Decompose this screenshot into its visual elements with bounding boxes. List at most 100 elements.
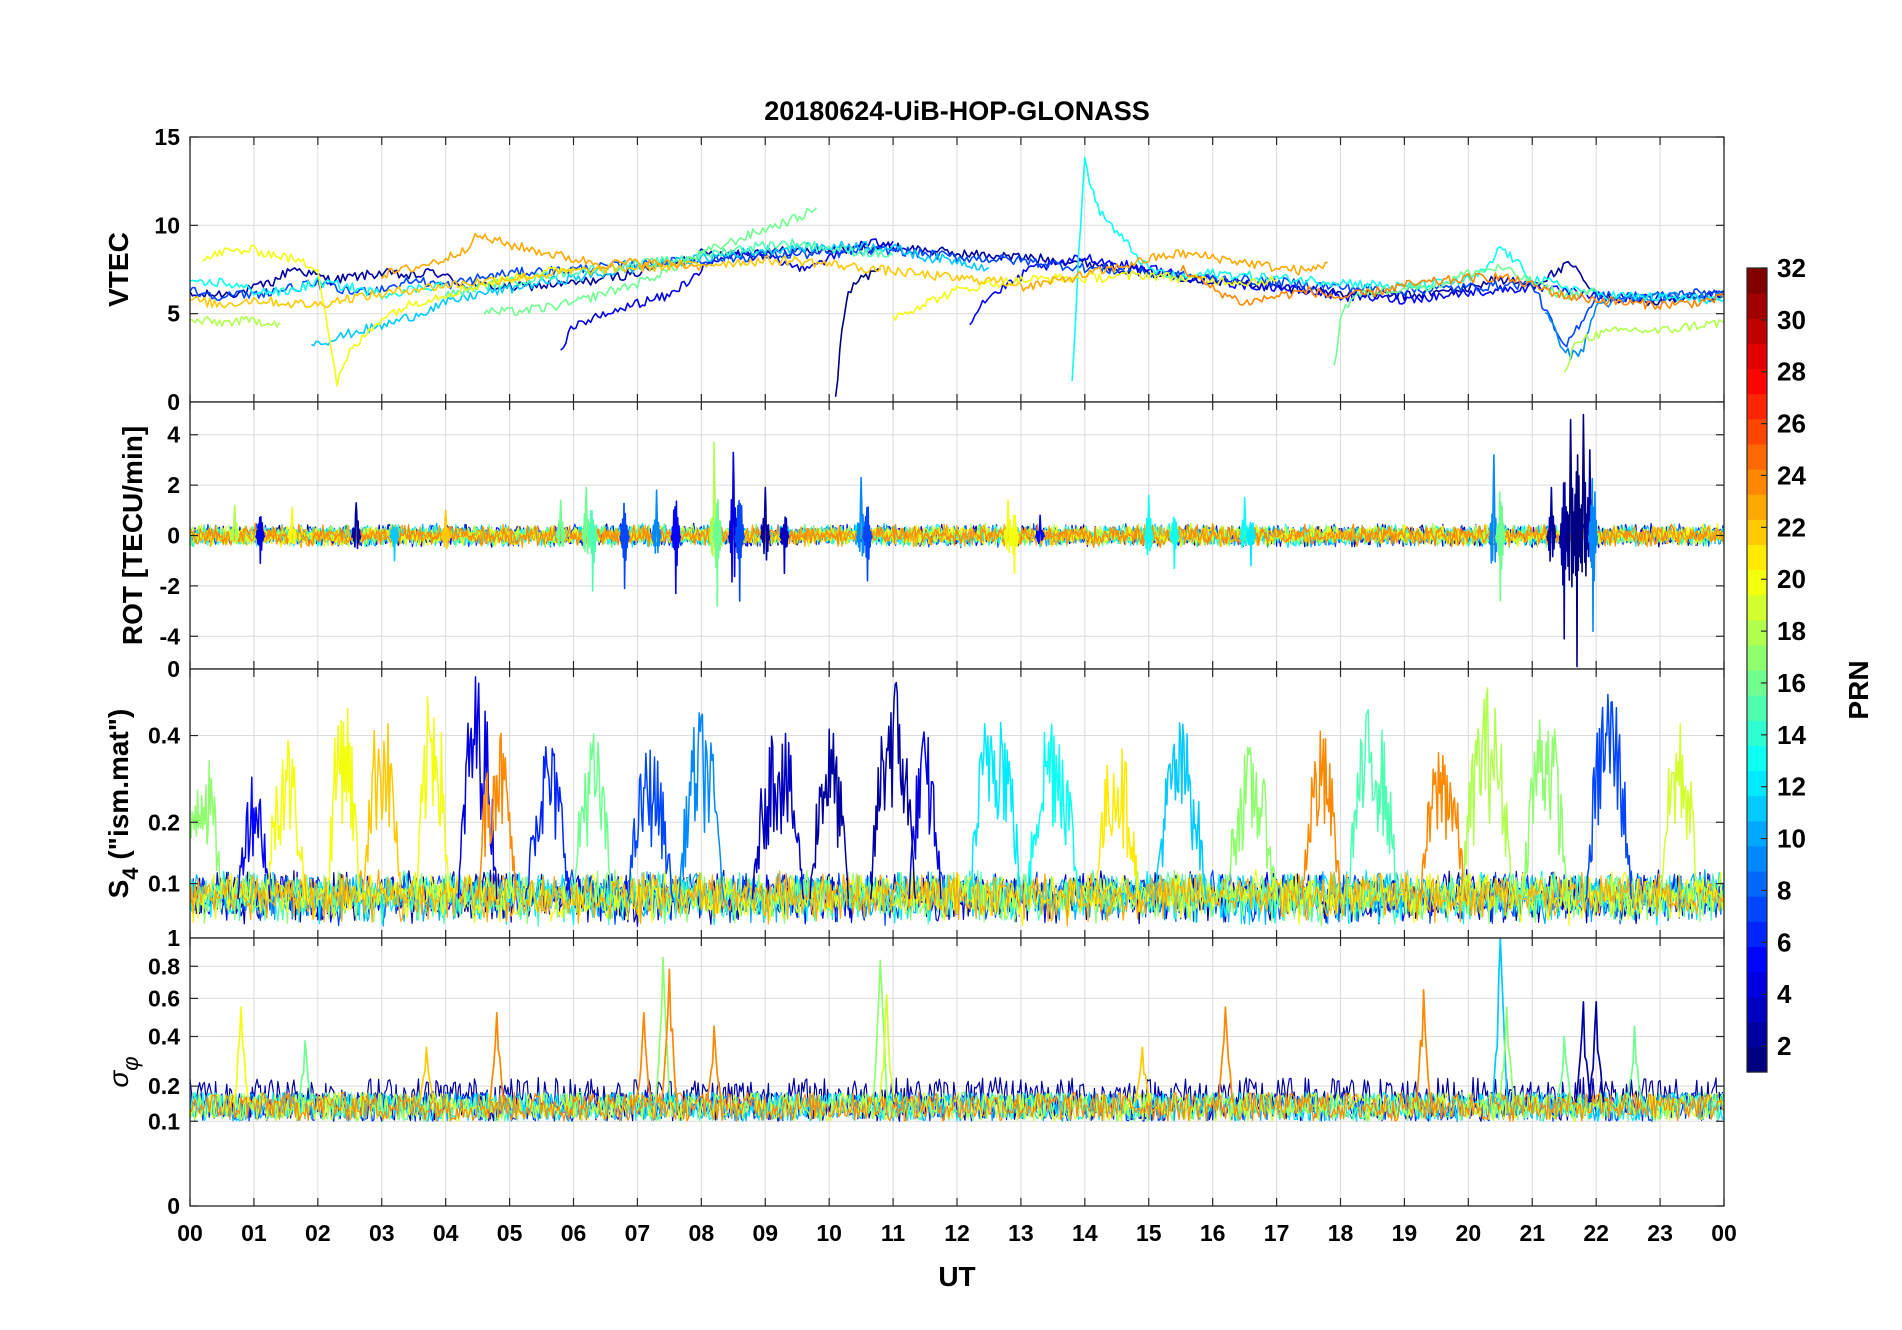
- vtec-series-prn-2: [190, 241, 1724, 307]
- colorbar-segment: [1747, 619, 1767, 646]
- colorbar-tick-label: 30: [1777, 305, 1806, 335]
- colorbar-segment: [1747, 695, 1767, 721]
- y-axis-label: ROT [TECU/min]: [117, 426, 148, 645]
- vtec-series-prn-16: [483, 207, 817, 317]
- y-tick-label-top: 1: [167, 925, 180, 951]
- colorbar-segment: [1747, 896, 1767, 922]
- x-tick-label: 05: [497, 1220, 523, 1246]
- sigma-spike: [705, 1025, 723, 1103]
- vtec-series-prn-20: [202, 244, 575, 387]
- rot-noise-prn-24: [190, 522, 1724, 549]
- rot-spike: [779, 516, 790, 575]
- x-tick-label: 01: [241, 1220, 267, 1246]
- tick-marks: [189, 136, 1725, 403]
- s4-burst: [1301, 730, 1342, 900]
- y-tick-label: 0.6: [148, 985, 180, 1011]
- rot-spike: [670, 500, 681, 595]
- s4-burst: [1419, 751, 1466, 900]
- sigma-spike: [635, 1011, 653, 1103]
- colorbar-segment: [1747, 368, 1767, 395]
- colorbar-segment: [1747, 318, 1767, 344]
- colorbar-segment: [1747, 594, 1767, 621]
- x-tick-label: 08: [689, 1220, 715, 1246]
- s4-burst: [908, 731, 942, 900]
- colorbar-segment: [1747, 871, 1767, 897]
- tick-marks: [189, 402, 1725, 669]
- rot-spike: [287, 507, 298, 545]
- vtec-series-prn-18: [1563, 319, 1724, 373]
- colorbar-segment: [1747, 1046, 1767, 1073]
- y-tick-label: -4: [160, 623, 181, 649]
- vtec-series-prn-20: [892, 270, 1277, 321]
- colorbar-tick-label: 8: [1777, 875, 1791, 905]
- y-label-sub: φ: [118, 1056, 143, 1070]
- rot-spike: [1169, 516, 1180, 569]
- sigma-spike: [1587, 1001, 1605, 1103]
- s4-burst: [265, 740, 306, 900]
- rot-spike: [350, 502, 362, 550]
- rot-spike: [1009, 514, 1020, 575]
- colorbar-segment: [1747, 720, 1767, 746]
- colorbar-tick-label: 28: [1777, 357, 1806, 387]
- chart-title: 20180624-UiB-HOP-GLONASS: [764, 96, 1150, 126]
- data-traces: [190, 156, 1724, 397]
- s4-burst: [326, 708, 361, 900]
- sigma-spike: [1555, 1035, 1573, 1103]
- x-axis-label: UT: [938, 1261, 975, 1292]
- x-tick-label: 14: [1072, 1220, 1098, 1246]
- colorbar-tick-label: 18: [1777, 616, 1806, 646]
- s4-burst: [1585, 693, 1633, 900]
- rot-spike: [229, 504, 240, 544]
- x-tick-label: 07: [625, 1220, 651, 1246]
- rot-spike: [862, 506, 873, 582]
- sigma-spike: [488, 1011, 506, 1103]
- rot-spike: [555, 499, 566, 548]
- rot-spike: [255, 515, 266, 564]
- colorbar-tick-label: 10: [1777, 824, 1806, 854]
- colorbar-segment: [1747, 293, 1767, 319]
- colorbar-segment: [1747, 469, 1767, 495]
- x-tick-label: 11: [881, 1220, 906, 1246]
- sigma-spike: [1625, 1025, 1644, 1103]
- sigma-spike: [296, 1039, 314, 1103]
- rot-spike: [587, 509, 598, 592]
- x-tick-label: 02: [305, 1220, 331, 1246]
- colorbar-segment: [1747, 946, 1767, 973]
- colorbar-segment: [1747, 996, 1767, 1023]
- colorbar-tick-label: 4: [1777, 979, 1792, 1009]
- x-tick-label: 17: [1264, 1220, 1290, 1246]
- x-tick-label: 06: [561, 1220, 587, 1246]
- colorbar-tick-label: 14: [1777, 720, 1806, 750]
- y-tick-label: 5: [167, 301, 180, 327]
- s4-burst: [361, 723, 402, 900]
- x-tick-label: 23: [1647, 1220, 1673, 1246]
- sigma-spike: [878, 994, 896, 1103]
- s4-burst: [1026, 723, 1080, 900]
- colorbar-segment: [1747, 845, 1767, 872]
- rot-spike: [712, 499, 723, 607]
- colorbar-segment: [1747, 494, 1767, 520]
- rot-spike: [1546, 486, 1557, 562]
- s4-burst: [678, 712, 725, 900]
- y-tick-label: 0.1: [148, 871, 180, 897]
- x-tick-label: 16: [1200, 1220, 1226, 1246]
- colorbar-tick-label: 12: [1777, 772, 1806, 802]
- panel-vtec: 0 5 10 15 VTEC: [103, 124, 1725, 415]
- s4-burst: [969, 721, 1022, 900]
- rot-noise-prn-18: [190, 522, 1724, 548]
- s4-burst: [237, 776, 271, 900]
- sigma-spike: [232, 1006, 250, 1103]
- rot-spike: [440, 509, 451, 550]
- y-tick-label: 0.2: [148, 1073, 180, 1099]
- s4-floor-prn-17: [190, 869, 1724, 927]
- colorbar-segment: [1747, 443, 1767, 470]
- colorbar-tick-label: 16: [1777, 668, 1806, 698]
- sigma-spike: [660, 968, 678, 1103]
- y-tick-label: 0.4: [148, 1024, 180, 1050]
- x-tick-label: 18: [1328, 1220, 1354, 1246]
- colorbar-tick-label: 22: [1777, 512, 1806, 542]
- colorbar-segment: [1747, 569, 1767, 596]
